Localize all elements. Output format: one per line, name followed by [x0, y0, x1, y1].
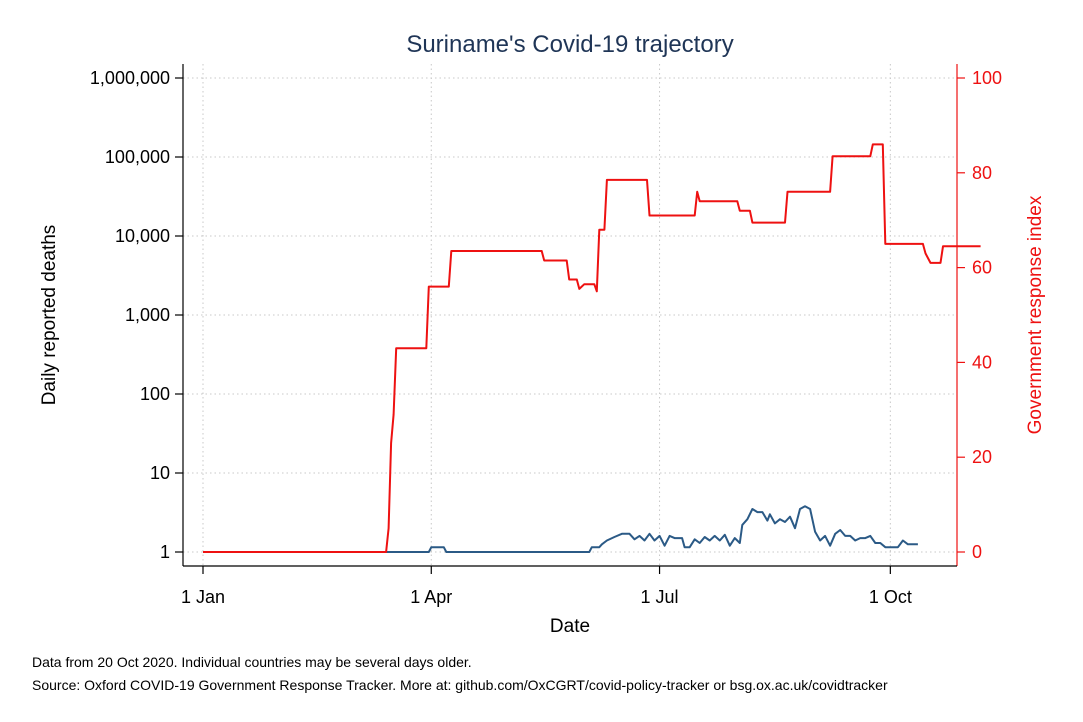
source-note: Source: Oxford COVID-19 Government Respo… — [32, 677, 888, 693]
y-left-tick-label: 1,000 — [125, 305, 170, 325]
data-date-note: Data from 20 Oct 2020. Individual countr… — [32, 654, 472, 670]
y-left-tick-label: 10,000 — [115, 226, 170, 246]
response-index-line — [203, 143, 981, 553]
x-tick-label: 1 Oct — [869, 587, 912, 607]
y-left-tick-label: 1,000,000 — [90, 68, 170, 88]
chart-title: Suriname's Covid-19 trajectory — [406, 31, 733, 58]
y-right-tick-label: 80 — [972, 163, 992, 183]
y-right-tick-label: 40 — [972, 352, 992, 372]
x-tick-label: 1 Jan — [181, 587, 225, 607]
axis-ticks: 1 10 100 1,000 10,000 100,000 1,000,000 0 20 40 60… — [90, 68, 1002, 607]
grid-lines — [183, 64, 957, 566]
y-right-tick-label: 20 — [972, 447, 992, 467]
y-right-tick-label: 0 — [972, 542, 982, 562]
x-axis-title: Date — [550, 616, 590, 637]
y-axis-title-left: Daily reported deaths — [39, 225, 60, 406]
y-right-tick-label: 100 — [972, 68, 1002, 88]
y-axis-title-right: Government response index — [1025, 195, 1046, 434]
series-group — [203, 143, 981, 553]
y-left-tick-label: 100 — [140, 384, 170, 404]
daily-deaths-line — [203, 505, 918, 553]
y-left-tick-label: 100,000 — [105, 147, 170, 167]
y-right-tick-label: 60 — [972, 258, 992, 278]
y-left-tick-label: 10 — [150, 463, 170, 483]
x-tick-label: 1 Jul — [641, 587, 679, 607]
x-tick-label: 1 Apr — [410, 587, 452, 607]
y-left-tick-label: 1 — [160, 542, 170, 562]
